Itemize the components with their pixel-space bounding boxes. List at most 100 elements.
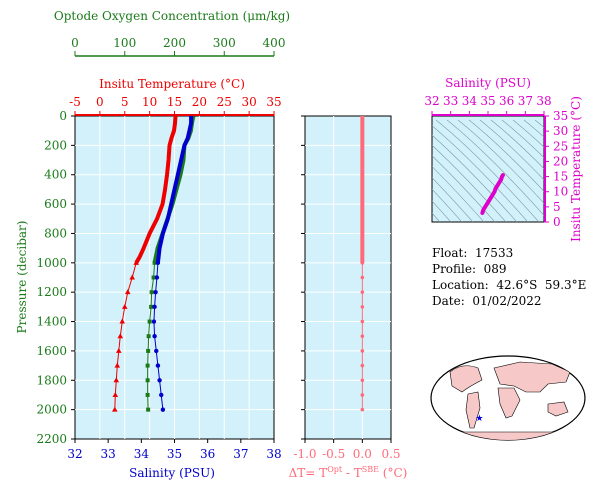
oxygen-axis: 0 100 200 300 400 <box>71 36 286 57</box>
oxygen-tick-label: 0 <box>71 36 79 50</box>
ts-density-contour <box>432 134 518 222</box>
oxygen-tick-label: 200 <box>163 36 186 50</box>
salinity-point <box>153 289 158 295</box>
ts-density-contour <box>432 200 452 222</box>
oxygen-point <box>152 260 157 265</box>
ts-temperature-tick-label: 30 <box>553 124 568 138</box>
salinity-tick-label: 32 <box>67 447 82 461</box>
profile-number: Profile: 089 <box>432 262 507 276</box>
pressure-tick-label: 400 <box>44 168 67 182</box>
pressure-tick-label: 200 <box>44 138 67 152</box>
map-land-eurasia <box>493 361 571 393</box>
oxygen-tick-label: 400 <box>263 36 286 50</box>
ts-salinity-tick-label: 34 <box>462 94 478 108</box>
delta-t-minus: - T <box>342 466 362 480</box>
temperature-tick-label: 15 <box>167 95 182 109</box>
salinity-point <box>154 348 159 354</box>
pressure-tick-label: 1800 <box>36 373 67 387</box>
ts-salinity-tick-label: 35 <box>480 94 495 108</box>
ts-density-contour <box>432 125 529 222</box>
ts-density-contour <box>432 188 463 222</box>
profile-panel: 0 100 200 300 400 -5 0 5 10 15 20 25 30 35 32 33 34 35 3… <box>15 9 290 480</box>
salinity-tick-label: 37 <box>233 447 248 461</box>
salinity-point <box>154 275 160 280</box>
temperature-profile-line-upper <box>134 115 178 264</box>
delta-t-tick-label: -0.5 <box>322 447 345 461</box>
map-land-americas-south <box>465 391 481 429</box>
ts-density-contour <box>432 144 507 222</box>
delta-t-axis: -1.0 -0.5 0.0 0.5 <box>293 115 401 461</box>
pressure-tick-label: 2000 <box>36 403 67 417</box>
temperature-tick-label: 25 <box>217 95 232 109</box>
delta-t-unit: (°C) <box>379 466 407 480</box>
temperature-point <box>114 362 121 368</box>
float-id: Float: 17533 <box>432 246 514 260</box>
temperature-axis: -5 0 5 10 15 20 25 30 35 <box>69 95 282 116</box>
delta-t-tick-label: 0.0 <box>353 447 372 461</box>
oxygen-point <box>146 348 151 353</box>
ts-density-contour <box>512 119 544 148</box>
ts-salinity-tick-label: 33 <box>443 94 458 108</box>
temperature-point <box>112 406 118 412</box>
delta-t-prefix: ΔT= T <box>289 466 328 480</box>
delta-t-point <box>360 349 365 353</box>
pressure-axis-label: Pressure (decibar) <box>15 221 29 334</box>
delta-t-plot-area <box>304 115 392 440</box>
delta-t-point <box>360 334 365 339</box>
oxygen-point <box>146 334 151 339</box>
ts-density-contours <box>432 119 544 222</box>
oxygen-point <box>145 378 150 383</box>
ts-salinity-label: Salinity (PSU) <box>445 76 531 90</box>
temperature-point <box>117 333 124 339</box>
ts-density-contour <box>468 119 544 192</box>
pressure-tick-label: 0 <box>59 109 67 123</box>
ts-density-contour <box>432 177 474 222</box>
delta-t-point <box>360 378 365 383</box>
temperature-point <box>124 289 131 295</box>
delta-t-tick-label: 0.5 <box>381 447 400 461</box>
map-land-australia <box>547 401 569 417</box>
salinity-point <box>152 334 157 339</box>
ts-density-contour <box>490 119 544 169</box>
oxygen-tick-label: 300 <box>213 36 236 50</box>
ts-salinity-tick-label: 38 <box>536 94 551 108</box>
temperature-tick-label: 20 <box>192 95 207 109</box>
salinity-point <box>157 378 162 383</box>
profile-grid <box>75 116 274 439</box>
ts-temperature-tick-label: 5 <box>553 200 561 214</box>
oxygen-point <box>145 392 150 397</box>
salinity-point <box>155 363 161 368</box>
ts-series <box>480 173 505 215</box>
delta-t-point <box>360 407 365 412</box>
delta-t-point <box>360 305 365 309</box>
pressure-tick-label: 2200 <box>36 432 67 446</box>
ts-density-contour <box>435 119 540 222</box>
pressure-tick-label: 600 <box>44 197 67 211</box>
delta-t-point <box>360 393 365 397</box>
profile-series <box>112 115 196 412</box>
salinity-tick-label: 36 <box>200 447 215 461</box>
ts-temperature-tick-label: 10 <box>553 185 568 199</box>
ts-temperature-tick-label: 15 <box>553 170 568 184</box>
ts-temperature-label: Insitu Temperature (°C) <box>569 96 583 242</box>
world-map: ★ <box>430 355 586 441</box>
oxygen-point <box>146 407 151 412</box>
delta-t-point <box>360 290 365 294</box>
pressure-tick-label: 800 <box>44 226 67 240</box>
ts-temperature-tick-label: 35 <box>553 109 568 123</box>
temperature-point <box>133 259 139 265</box>
ts-density-contour <box>432 155 496 222</box>
salinity-axis: 32 33 34 35 36 37 38 <box>67 439 282 461</box>
delta-t-panel: -1.0 -0.5 0.0 0.5 ΔT= TOpt - TSBE (°C) <box>289 115 407 480</box>
oxygen-point <box>145 363 150 368</box>
delta-t-sbe: SBE <box>362 465 379 474</box>
oxygen-point <box>151 275 156 280</box>
ts-salinity-tick-label: 32 <box>424 94 439 108</box>
temperature-tick-label: 0 <box>96 95 104 109</box>
ts-density-contour <box>457 119 544 204</box>
pressure-tick-label: 1200 <box>36 285 67 299</box>
oxygen-axis-label: Optode Oxygen Concentration (μm/kg) <box>54 9 290 23</box>
salinity-point <box>151 319 157 324</box>
